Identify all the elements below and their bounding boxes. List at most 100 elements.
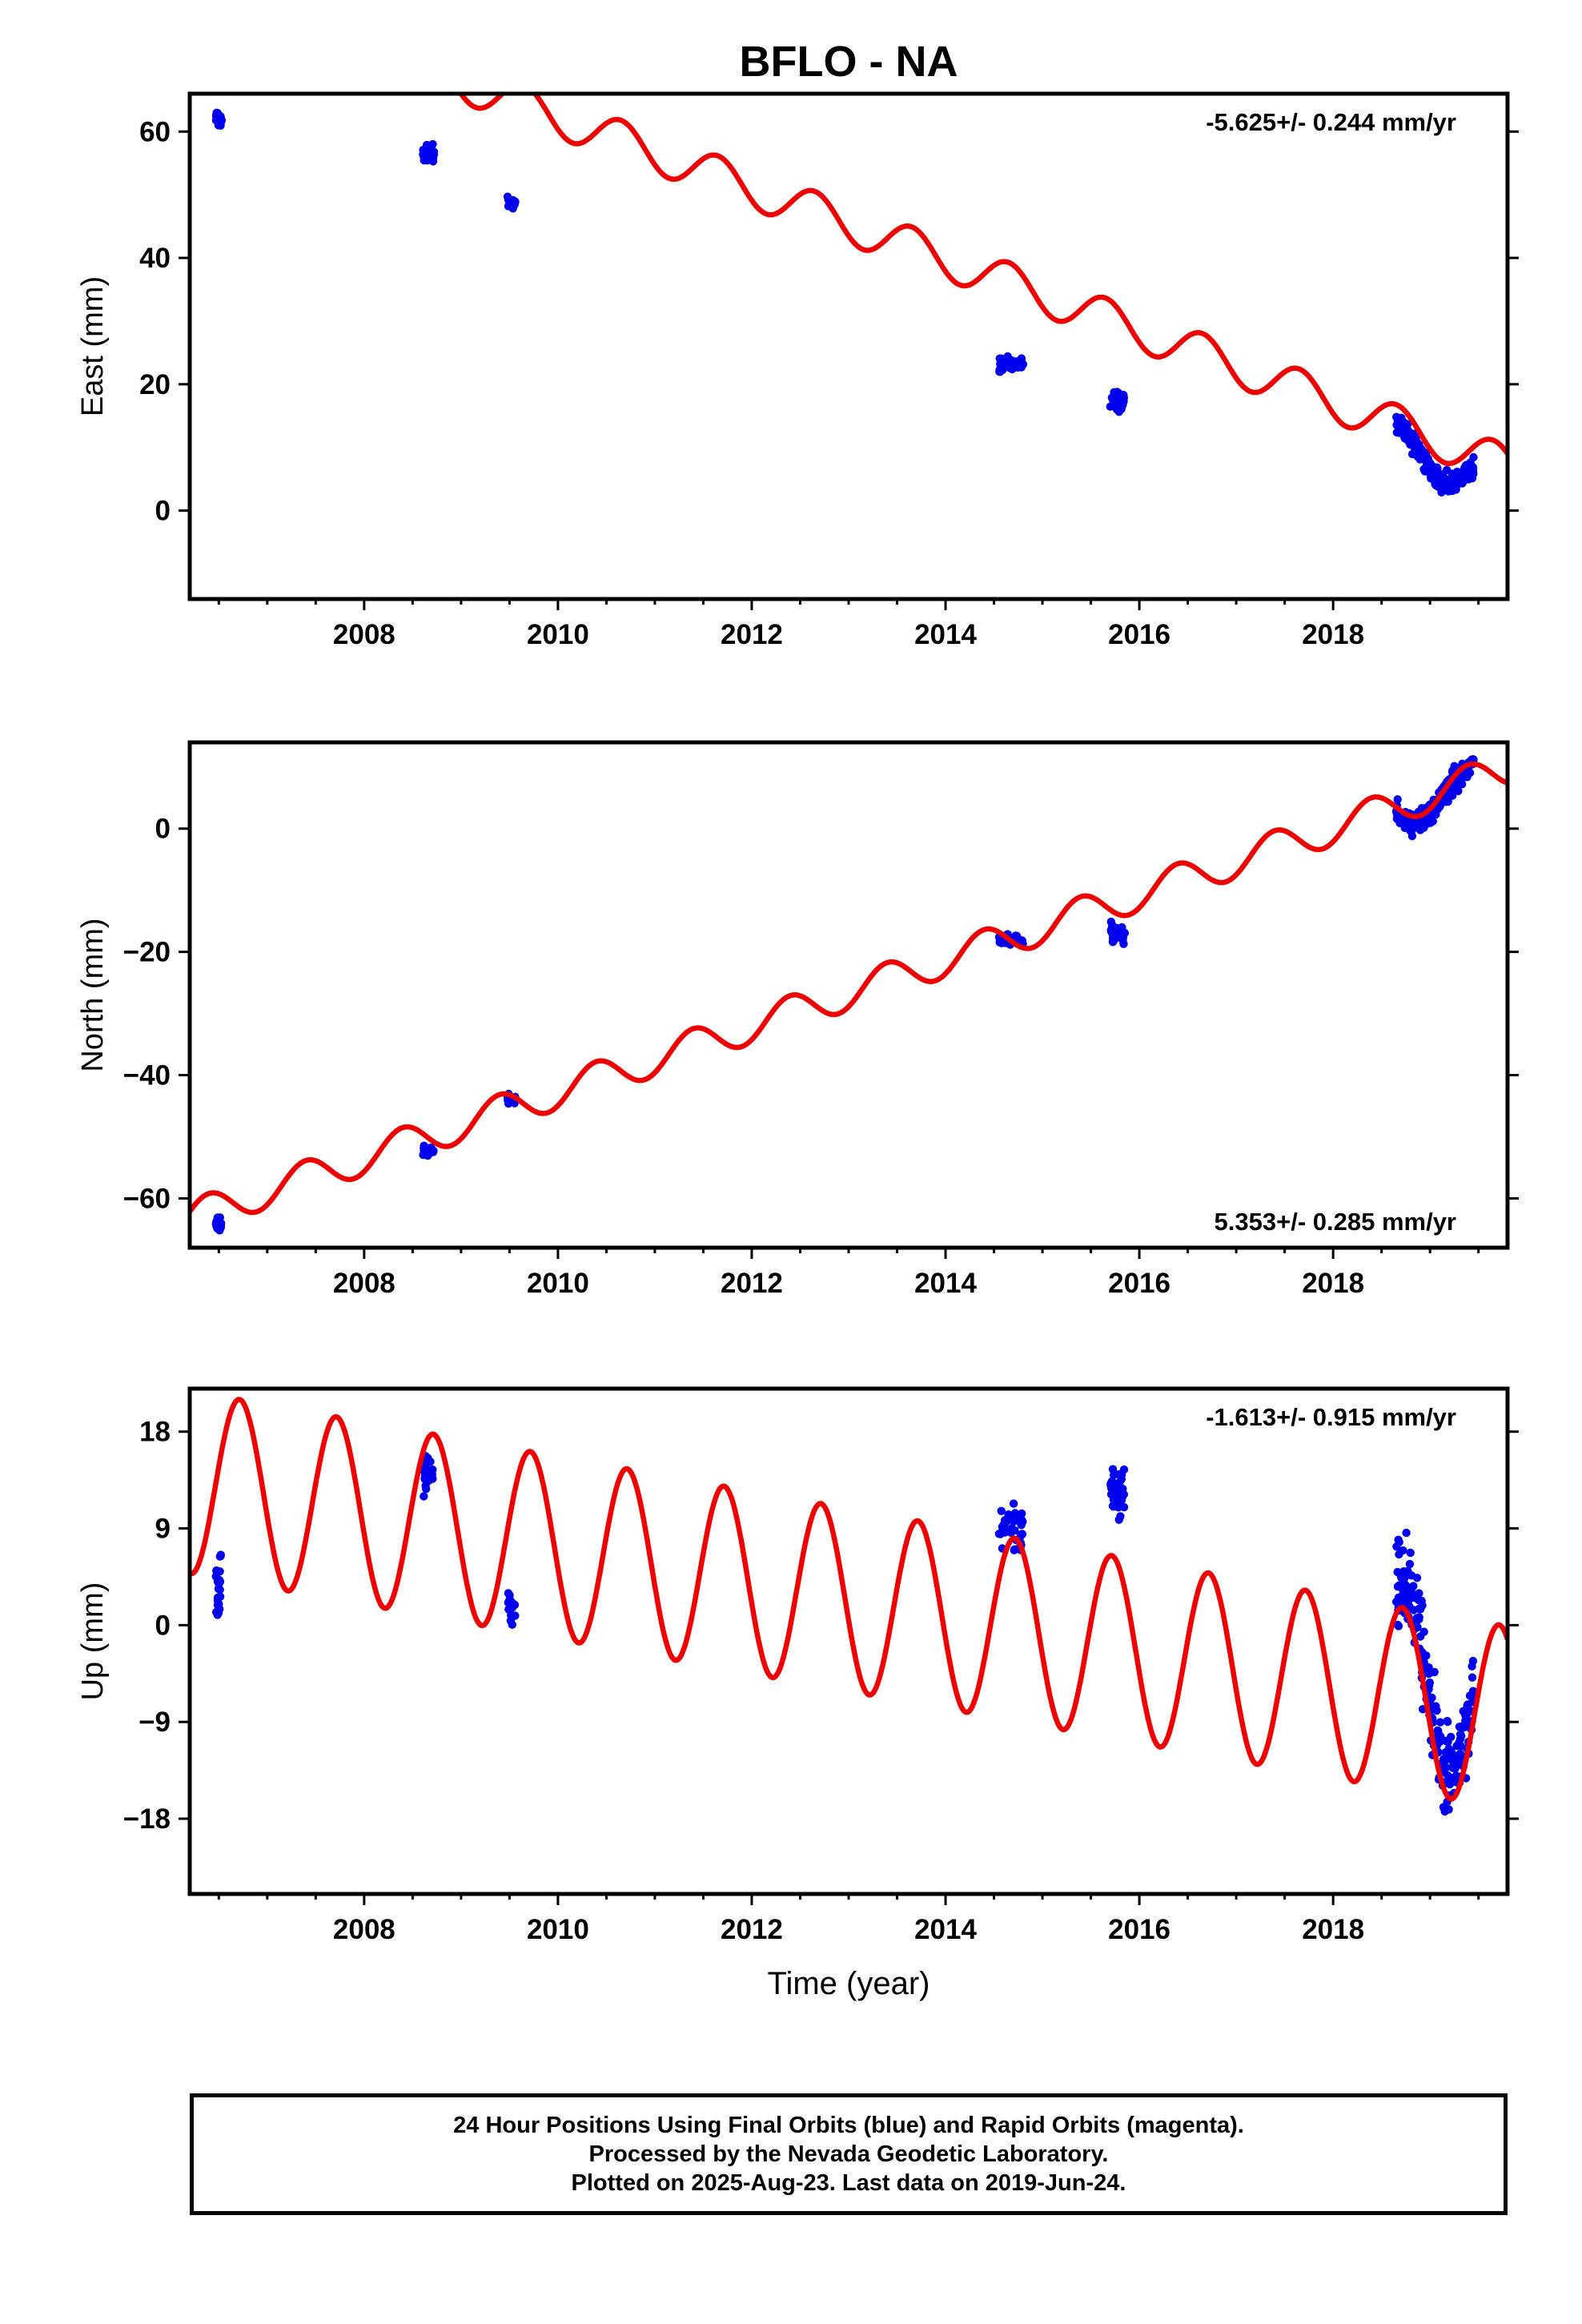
data-point: [1422, 456, 1431, 466]
y-tick-label: 9: [155, 1514, 171, 1545]
observations-east: [211, 108, 1478, 497]
x-tick-label: 2018: [1302, 1914, 1364, 1945]
data-point: [1435, 471, 1445, 480]
x-tick-label: 2008: [333, 619, 396, 650]
data-point: [215, 1567, 224, 1576]
x-tick-label: 2008: [333, 1914, 396, 1945]
data-point: [1426, 1693, 1435, 1703]
data-point: [1412, 1574, 1422, 1582]
model-curve-east: [457, 94, 1508, 467]
data-point: [215, 115, 224, 123]
x-tick-label: 2018: [1302, 619, 1364, 650]
x-tick-label: 2012: [721, 1914, 783, 1945]
data-point: [1459, 476, 1468, 486]
data-point: [1108, 934, 1118, 943]
y-tick-label: −40: [123, 1060, 171, 1092]
data-point: [511, 197, 520, 207]
data-point: [1468, 1656, 1478, 1666]
data-point: [1395, 1538, 1403, 1546]
data-point: [1457, 780, 1467, 789]
data-point: [1110, 398, 1118, 408]
data-point: [1421, 817, 1431, 826]
data-point: [424, 1476, 433, 1486]
data-point: [426, 1458, 435, 1466]
rate-label: 5.353+/- 0.285 mm/yr: [1215, 1208, 1456, 1236]
x-tick-label: 2008: [333, 1268, 396, 1299]
plot-frame: [187, 91, 1510, 601]
data-point: [215, 1586, 224, 1594]
data-point: [1011, 363, 1020, 372]
data-point: [1430, 1667, 1439, 1677]
x-tick-label: 2016: [1108, 619, 1170, 650]
data-point: [215, 1575, 223, 1585]
plot-frame: [187, 740, 1510, 1250]
data-point: [1017, 1521, 1026, 1530]
data-point: [1415, 1589, 1423, 1598]
data-point: [1001, 1524, 1010, 1533]
panel-east: 2008 2010 2012 2014 2016 2018 0 20 40 60 East (mm)…: [76, 91, 1519, 650]
data-point: [427, 1146, 436, 1156]
data-point: [997, 939, 1006, 947]
y-tick-label: 20: [139, 369, 171, 400]
x-tick-label: 2010: [527, 1268, 589, 1299]
data-point: [995, 354, 1004, 363]
data-point: [1114, 1490, 1122, 1499]
data-point: [420, 1144, 429, 1153]
data-point: [1398, 424, 1407, 432]
data-point: [508, 1620, 516, 1629]
observations-north: [211, 754, 1478, 1235]
data-point: [1010, 1546, 1018, 1554]
y-tick-label: −18: [123, 1803, 171, 1835]
data-point: [1464, 1703, 1472, 1712]
data-point: [1444, 1805, 1453, 1814]
data-point: [1410, 438, 1419, 447]
data-point: [1448, 472, 1457, 480]
x-tick-label: 2010: [527, 619, 589, 650]
x-tick-label: 2014: [914, 1914, 977, 1945]
data-point: [1461, 461, 1470, 470]
y-tick-label: 0: [155, 496, 171, 527]
data-point: [505, 1590, 514, 1600]
data-point: [1119, 397, 1128, 406]
data-point: [1443, 797, 1452, 806]
chart-title: BFLO - NA: [740, 38, 958, 86]
data-point: [1399, 1594, 1409, 1603]
data-point: [1463, 1710, 1472, 1719]
panel-north: 2008 2010 2012 2014 2016 2018 −60 −40 −20 0 North …: [76, 740, 1519, 1299]
data-point: [1394, 1622, 1403, 1630]
data-point: [1415, 452, 1424, 461]
data-point: [1459, 468, 1468, 477]
y-axis-label: Up (mm): [76, 1582, 110, 1701]
data-point: [1468, 1673, 1477, 1682]
data-point: [1009, 1499, 1018, 1508]
data-point: [1402, 1528, 1411, 1538]
data-point: [997, 1506, 1006, 1516]
data-point: [1393, 811, 1402, 820]
model-curve-up: [190, 1397, 1508, 1802]
data-point: [211, 1607, 221, 1617]
data-point: [1117, 404, 1126, 413]
data-point: [1436, 1732, 1445, 1741]
data-point: [503, 192, 512, 201]
x-tick-label: 2012: [721, 619, 783, 650]
x-tick-label: 2018: [1302, 1268, 1364, 1299]
data-point: [1435, 1718, 1445, 1727]
data-point: [1448, 791, 1457, 800]
x-tick-label: 2012: [721, 1268, 783, 1299]
data-point: [1465, 1691, 1475, 1700]
rate-label: -1.613+/- 0.915 mm/yr: [1206, 1403, 1456, 1431]
data-point: [419, 146, 428, 155]
footer-line-1: 24 Hour Positions Using Final Orbits (bl…: [453, 2113, 1244, 2138]
data-point: [1420, 467, 1430, 476]
data-point: [1114, 388, 1123, 398]
model-curve-north: [190, 761, 1508, 1216]
data-point: [428, 147, 436, 155]
data-point: [1451, 1764, 1460, 1773]
data-point: [1428, 817, 1438, 826]
x-axis-label: Time (year): [768, 1966, 930, 2001]
data-point: [1416, 1632, 1425, 1641]
data-point: [213, 1223, 222, 1232]
data-point: [1106, 1484, 1116, 1493]
footer-line-3: Plotted on 2025-Aug-23. Last data on 201…: [571, 2170, 1126, 2196]
